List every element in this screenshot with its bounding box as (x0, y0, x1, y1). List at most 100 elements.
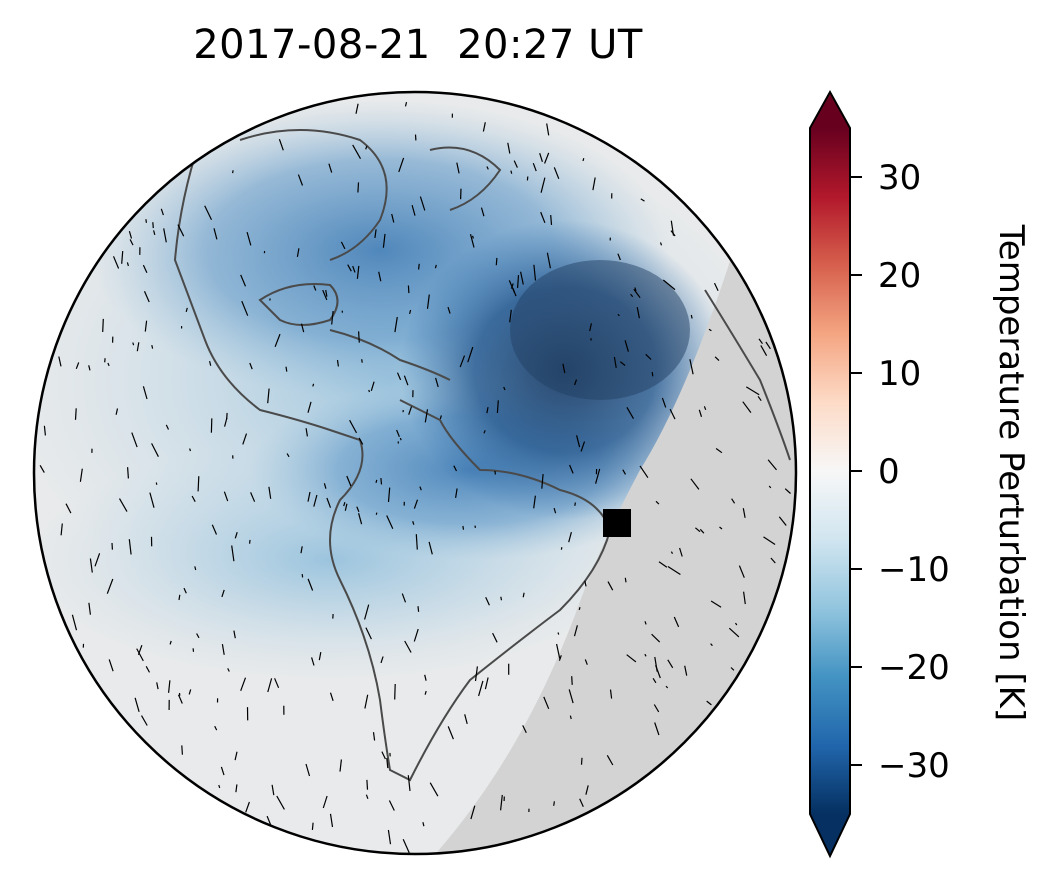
wind-dash (580, 757, 583, 765)
wind-dash (144, 320, 148, 332)
wind-dash (673, 616, 680, 628)
wind-dash (556, 643, 561, 659)
wind-dash (305, 428, 308, 437)
wind-dash (639, 465, 649, 479)
wind-dash (234, 751, 238, 761)
wind-dash (553, 507, 557, 514)
wind-dash (679, 547, 683, 557)
wind-dash (266, 815, 272, 826)
wind-dash (467, 346, 474, 363)
wind-dash (617, 253, 621, 261)
wind-dash (209, 360, 212, 366)
wind-dash (661, 397, 667, 408)
wind-dash (221, 589, 225, 598)
wind-dash (471, 235, 474, 239)
wind-dash (703, 406, 707, 411)
wind-dash (108, 659, 114, 672)
wind-dash (640, 198, 645, 202)
wind-dash (644, 621, 647, 625)
wind-dash (160, 208, 164, 216)
wind-dash (326, 497, 332, 508)
wind-dash (231, 545, 235, 562)
wind-dash (43, 425, 46, 436)
wind-dash (424, 674, 427, 681)
wind-dash (626, 406, 635, 420)
wind-dash (381, 751, 386, 760)
wind-dash (636, 306, 640, 319)
wind-dash (322, 289, 328, 301)
wind-dash (713, 282, 719, 291)
wind-dash (429, 782, 439, 797)
wind-dash (698, 409, 703, 417)
wind-dash (221, 644, 225, 655)
wind-dash (609, 689, 613, 699)
wind-dash (768, 485, 772, 489)
wind-dash (447, 726, 454, 740)
wind-dash (459, 355, 466, 368)
wind-dash (742, 401, 752, 413)
wind-dash (305, 763, 311, 777)
wind-dash (365, 145, 368, 150)
wind-dash (188, 689, 192, 695)
wind-dash (513, 160, 518, 168)
wind-dash (550, 215, 553, 225)
wind-dash (742, 508, 746, 518)
colorbar-tick-label: 0 (878, 452, 900, 492)
wind-dash (767, 459, 777, 471)
wind-dash (94, 553, 101, 567)
wind-dash (399, 437, 402, 441)
wind-dash (731, 498, 736, 504)
wind-dash (235, 784, 238, 793)
wind-dash (626, 654, 637, 663)
wind-dash (578, 607, 581, 611)
wind-dash (401, 593, 407, 603)
wind-dash (662, 279, 676, 291)
wind-dash (670, 551, 674, 554)
wind-dash (223, 491, 229, 502)
wind-dash (412, 521, 415, 525)
wind-vectors (39, 101, 791, 854)
wind-dash (684, 665, 688, 676)
wind-dash (346, 475, 352, 487)
wind-dash (480, 207, 485, 217)
wind-dash (485, 597, 490, 606)
wind-dash (241, 300, 249, 316)
wind-dash (386, 515, 394, 530)
wind-dash (411, 204, 416, 216)
wind-dash (349, 419, 358, 434)
wind-dash (492, 632, 498, 643)
wind-dash (128, 539, 132, 555)
wind-dash (407, 285, 410, 294)
wind-dash (486, 407, 489, 414)
wind-dash (645, 353, 652, 360)
wind-dash (404, 640, 412, 653)
wind-dash (394, 683, 396, 700)
wind-dash (142, 386, 148, 400)
wind-dash (478, 680, 484, 697)
wind-dash (366, 779, 369, 790)
wind-dash (296, 248, 300, 258)
wind-dash (706, 700, 712, 706)
wind-dash (557, 632, 560, 635)
wind-dash (689, 359, 694, 375)
wind-dash (402, 839, 410, 854)
wind-dash (365, 627, 372, 640)
wind-dash (654, 722, 660, 736)
wind-dash (391, 213, 395, 223)
wind-dash (39, 465, 45, 473)
wind-dash (419, 486, 422, 491)
wind-dash (74, 408, 77, 420)
wind-dash (224, 417, 228, 427)
wind-dash (194, 566, 197, 571)
wind-dash (152, 222, 154, 229)
wind-dash (651, 372, 654, 377)
wind-dash (183, 587, 187, 594)
wind-dash (464, 714, 468, 725)
wind-dash (500, 794, 503, 811)
wind-dash (140, 715, 148, 726)
wind-dash (494, 470, 496, 475)
wind-dash (539, 153, 543, 162)
wind-dash (396, 372, 402, 381)
